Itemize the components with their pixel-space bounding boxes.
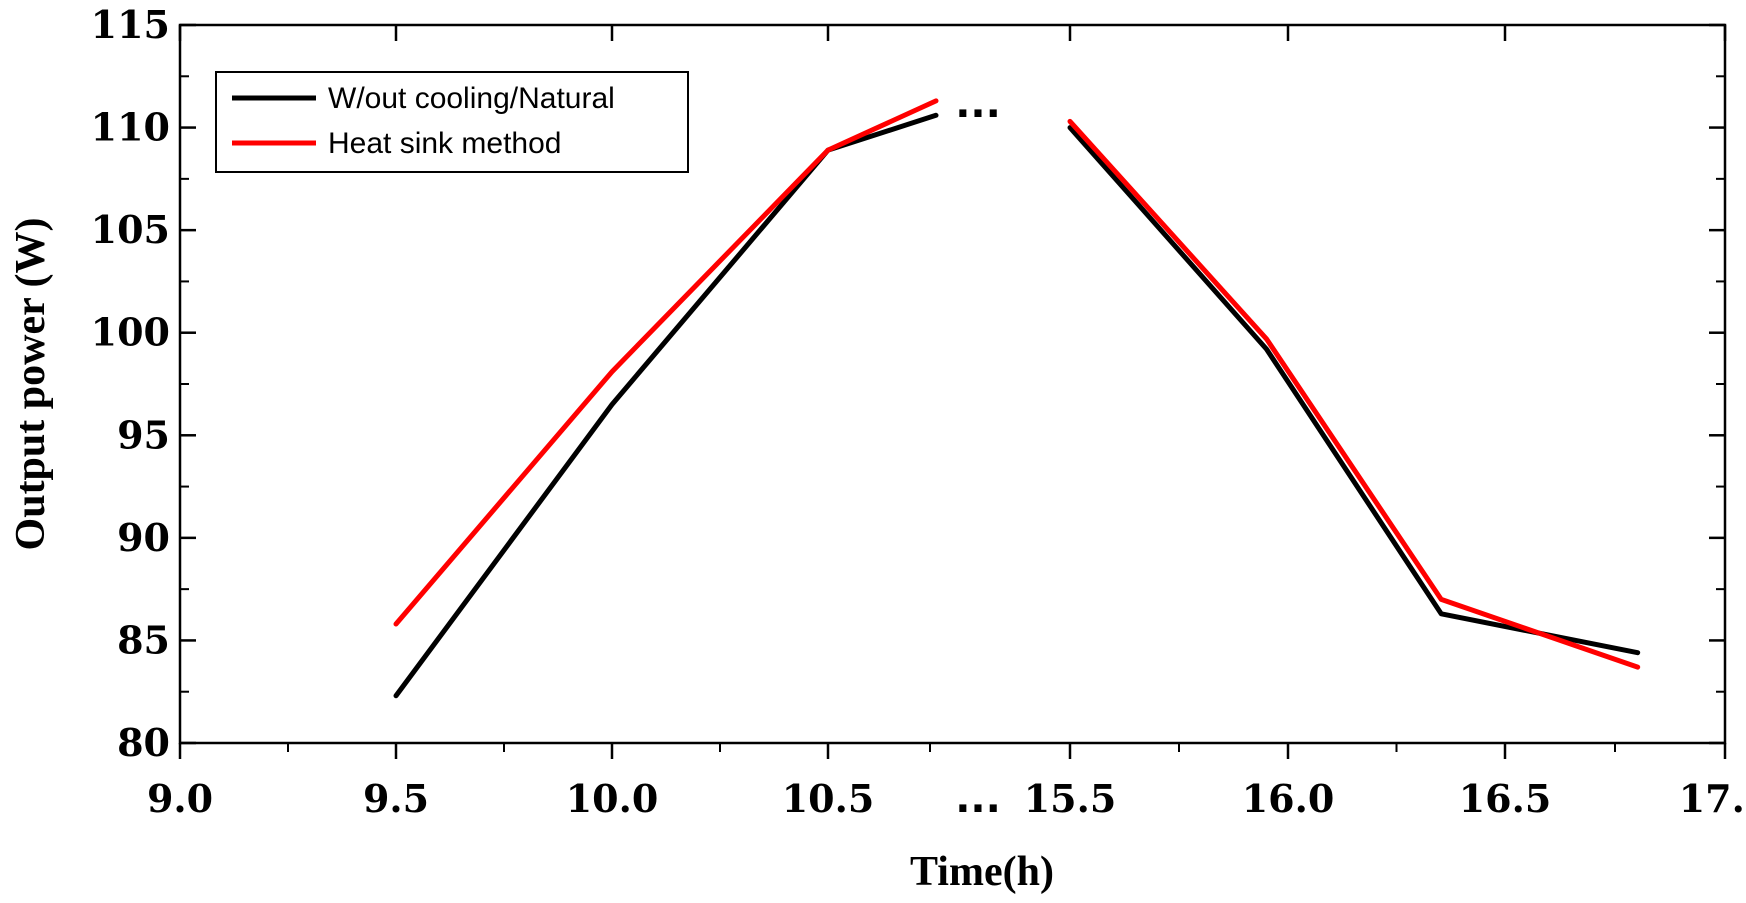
legend-label-natural: W/out cooling/Natural	[328, 82, 615, 115]
x-tick-label: 10.0	[566, 776, 659, 821]
y-tick-label: 115	[91, 2, 170, 47]
x-axis-title: Time(h)	[910, 849, 1054, 895]
legend: W/out cooling/Natural Heat sink method	[215, 71, 689, 173]
y-tick-label: 80	[117, 720, 170, 765]
x-axis: 9.0 9.5 10.0 10.5... 15.5 16.0 16.5 17.0	[147, 25, 1746, 822]
plot-break-indicator: ...	[955, 81, 1001, 127]
y-tick-label: 110	[91, 105, 170, 150]
series-layer	[393, 98, 1641, 699]
y-tick-label: 90	[117, 515, 170, 560]
x-tick-label: 9.0	[147, 776, 213, 821]
y-tick-label: 85	[117, 617, 170, 662]
y-axis: 80 85 90 95 100 105 110 115	[91, 2, 1725, 765]
x-tick-label: 15.5	[1024, 776, 1117, 821]
series-0-segment-1	[1067, 125, 1641, 656]
series-1-segment-0	[393, 98, 939, 627]
x-tick-label: 16.5	[1459, 776, 1552, 821]
x-tick-label: 9.5	[363, 776, 429, 821]
legend-label-heat-sink: Heat sink method	[328, 127, 561, 160]
y-tick-label: 105	[91, 207, 170, 252]
y-axis-title: Output power (W)	[8, 218, 54, 551]
x-tick-label: 16.0	[1242, 776, 1335, 821]
legend-box	[215, 71, 689, 173]
series-0-segment-0	[393, 112, 939, 699]
x-axis-break-label: ...	[955, 776, 1001, 822]
y-tick-label: 95	[117, 412, 170, 457]
x-tick-label: 17.0	[1679, 776, 1746, 821]
y-tick-label: 100	[91, 310, 170, 355]
x-tick-label: 10.5	[782, 776, 875, 821]
series-1-segment-1	[1067, 118, 1641, 670]
